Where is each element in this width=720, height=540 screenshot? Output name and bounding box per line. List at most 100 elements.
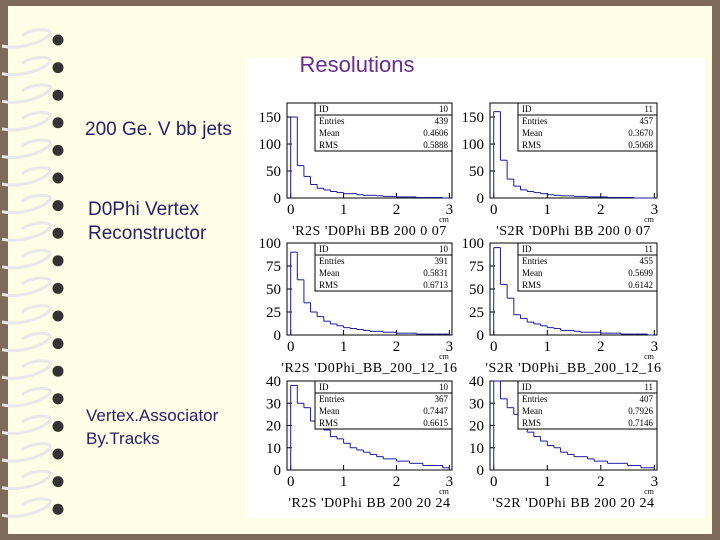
y-tick-label: 150 bbox=[462, 110, 485, 126]
ring-hole bbox=[52, 310, 64, 322]
stats-box bbox=[314, 102, 453, 152]
x-tick-label: 3 bbox=[446, 202, 454, 218]
x-tick-label: 1 bbox=[340, 202, 348, 218]
ring bbox=[1, 276, 52, 297]
stats-value: 0.5699 bbox=[628, 268, 653, 278]
ring bbox=[1, 221, 52, 242]
ring bbox=[1, 28, 52, 49]
stats-value: 10 bbox=[439, 382, 449, 392]
bullet: 200 Ge. V bb jets bbox=[85, 119, 232, 140]
ring-hole bbox=[52, 503, 64, 515]
x-tick-label: 0 bbox=[490, 202, 498, 218]
y-tick-label: 40 bbox=[266, 374, 281, 390]
ring bbox=[1, 193, 52, 215]
bullet-box: Vertex.Associator By.Tracks bbox=[86, 406, 218, 448]
histogram-panel: 0 50 100 150 0 1 2 3cm'S2R 'D0Phi BB 200 0 07 ID… bbox=[462, 102, 658, 239]
x-tick-label: 0 bbox=[490, 474, 498, 490]
x-tick-label: 1 bbox=[544, 202, 552, 218]
x-tick-label: 0 bbox=[287, 474, 295, 490]
panel-caption: 'S2R 'D0Phi_BB_200_12_16 bbox=[485, 361, 661, 376]
bullet: D0Phi Vertex Reconstructor bbox=[88, 199, 207, 244]
stats-value: 0.6615 bbox=[423, 418, 448, 428]
stats-box bbox=[517, 380, 658, 430]
stats-value: 457 bbox=[640, 116, 654, 126]
stats-label: RMS bbox=[319, 418, 338, 428]
stats-box bbox=[517, 242, 658, 292]
stats-label: Mean bbox=[522, 128, 543, 138]
stats-value: 11 bbox=[644, 244, 653, 254]
panel-caption: 'R2S 'D0Phi BB 200 0 07 bbox=[292, 224, 447, 239]
ring-hole bbox=[52, 282, 64, 294]
y-tick-label: 25 bbox=[266, 305, 281, 321]
x-tick-label: 2 bbox=[597, 202, 605, 218]
x-tick-label: 1 bbox=[340, 474, 348, 490]
ring-hole bbox=[52, 227, 64, 239]
y-tick-label: 100 bbox=[259, 236, 282, 252]
ring-hole bbox=[52, 393, 64, 405]
ring bbox=[1, 111, 52, 132]
stats-value: 0.5888 bbox=[423, 140, 448, 150]
stats-value: 367 bbox=[435, 394, 449, 404]
x-tick-label: 1 bbox=[544, 474, 552, 490]
ring-hole bbox=[52, 200, 64, 212]
stats-label: Entries bbox=[522, 394, 548, 404]
x-tick-label: 3 bbox=[651, 339, 659, 355]
ring-hole bbox=[52, 144, 64, 156]
stats-label: RMS bbox=[522, 280, 541, 290]
stats-value: 0.5068 bbox=[628, 140, 653, 150]
ring-hole bbox=[52, 476, 64, 488]
stats-label: Entries bbox=[522, 256, 548, 266]
stats-label: ID bbox=[319, 104, 329, 114]
y-tick-label: 25 bbox=[469, 305, 484, 321]
histogram-panel: 0 25 50 75 100 0 1 2 3cm'R2S 'D0Phi_BB_200_12_16… bbox=[259, 236, 458, 376]
y-tick-label: 0 bbox=[477, 463, 485, 479]
ring-hole bbox=[52, 365, 64, 377]
y-tick-label: 100 bbox=[462, 236, 485, 252]
stats-label: RMS bbox=[522, 140, 541, 150]
axis-unit: cm bbox=[439, 215, 450, 224]
y-tick-label: 0 bbox=[274, 191, 282, 207]
y-tick-label: 100 bbox=[259, 137, 282, 153]
stats-value: 391 bbox=[435, 256, 449, 266]
stats-label: Mean bbox=[319, 268, 340, 278]
y-tick-label: 20 bbox=[266, 419, 281, 435]
y-tick-label: 75 bbox=[469, 259, 484, 275]
x-tick-label: 3 bbox=[446, 474, 454, 490]
panel-caption: 'S2R 'D0Phi BB 200 20 24 bbox=[492, 496, 654, 511]
histogram-panel: 0 50 100 150 0 1 2 3cm'R2S 'D0Phi BB 200 0 07 ID… bbox=[259, 102, 454, 239]
ring bbox=[1, 304, 52, 325]
stats-value: 0.4606 bbox=[423, 128, 448, 138]
stats-value: 0.3670 bbox=[628, 128, 653, 138]
ring-hole bbox=[52, 62, 64, 74]
ring-hole bbox=[52, 448, 64, 460]
y-tick-label: 0 bbox=[274, 328, 282, 344]
stats-label: Mean bbox=[522, 268, 543, 278]
ring-hole bbox=[52, 34, 64, 46]
stats-label: RMS bbox=[319, 280, 338, 290]
y-tick-label: 50 bbox=[469, 282, 484, 298]
slide-title: Resolutions bbox=[300, 52, 415, 77]
ring-hole bbox=[52, 89, 64, 101]
ring bbox=[1, 138, 52, 159]
ring bbox=[1, 55, 52, 77]
stats-value: 10 bbox=[439, 104, 449, 114]
x-tick-label: 1 bbox=[544, 339, 552, 355]
stats-value: 0.6142 bbox=[628, 280, 653, 290]
x-tick-label: 2 bbox=[393, 339, 401, 355]
ring-hole bbox=[52, 420, 64, 432]
stats-label: ID bbox=[522, 382, 532, 392]
binding bbox=[1, 28, 64, 518]
stats-value: 11 bbox=[644, 104, 653, 114]
stats-value: 11 bbox=[644, 382, 653, 392]
ring bbox=[1, 469, 52, 491]
axis-unit: cm bbox=[439, 352, 450, 361]
x-tick-label: 2 bbox=[393, 202, 401, 218]
stats-label: ID bbox=[319, 244, 329, 254]
stats-label: Entries bbox=[319, 394, 345, 404]
y-tick-label: 50 bbox=[266, 282, 281, 298]
y-tick-label: 0 bbox=[477, 328, 485, 344]
stats-box bbox=[314, 380, 453, 430]
stats-label: ID bbox=[319, 382, 329, 392]
ring-hole bbox=[52, 172, 64, 184]
